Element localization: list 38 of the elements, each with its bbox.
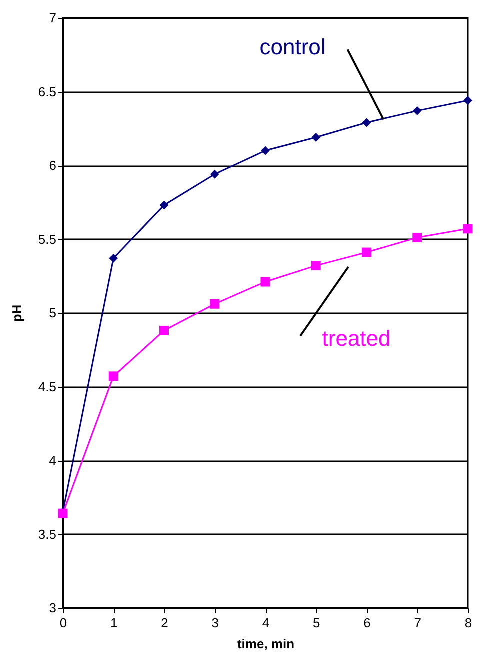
x-tick-label: 6 xyxy=(364,616,371,630)
x-axis-title: time, min xyxy=(237,636,295,652)
point xyxy=(261,146,270,156)
point xyxy=(362,248,372,258)
y-tick-label: 4 xyxy=(49,453,56,468)
point xyxy=(311,261,321,271)
point xyxy=(160,200,169,210)
point xyxy=(210,170,220,179)
x-tick-label: 3 xyxy=(212,616,219,630)
x-tick-label: 7 xyxy=(414,616,422,630)
y-tick-label: 3 xyxy=(49,600,56,616)
point xyxy=(210,299,220,309)
x-tick-label: 2 xyxy=(161,616,168,630)
point xyxy=(362,118,372,128)
text: control xyxy=(260,34,326,60)
point xyxy=(108,372,118,382)
y-tick-label: 6.5 xyxy=(38,84,56,100)
point xyxy=(312,133,321,142)
text: treated xyxy=(322,326,391,352)
x-tick-label: 5 xyxy=(313,616,320,630)
point xyxy=(109,254,118,263)
point xyxy=(463,224,473,234)
y-tick-label: 5.5 xyxy=(38,232,56,247)
y-tick-label: 5 xyxy=(49,306,56,320)
point xyxy=(464,96,472,106)
x-tick-label: 0 xyxy=(60,616,68,630)
y-tick-label: 7 xyxy=(49,10,56,26)
x-tick-label: 8 xyxy=(464,616,472,630)
y-axis-title: pH xyxy=(9,304,24,322)
x-tick-label: 4 xyxy=(262,616,270,630)
x-tick-label: 1 xyxy=(110,616,118,630)
y-tick-label: 6 xyxy=(49,158,56,173)
y-tick-label: 3.5 xyxy=(38,526,56,542)
y-tick-label: 4.5 xyxy=(38,379,56,394)
point xyxy=(160,326,169,336)
point xyxy=(412,233,422,243)
point xyxy=(412,106,422,116)
point xyxy=(260,277,270,287)
